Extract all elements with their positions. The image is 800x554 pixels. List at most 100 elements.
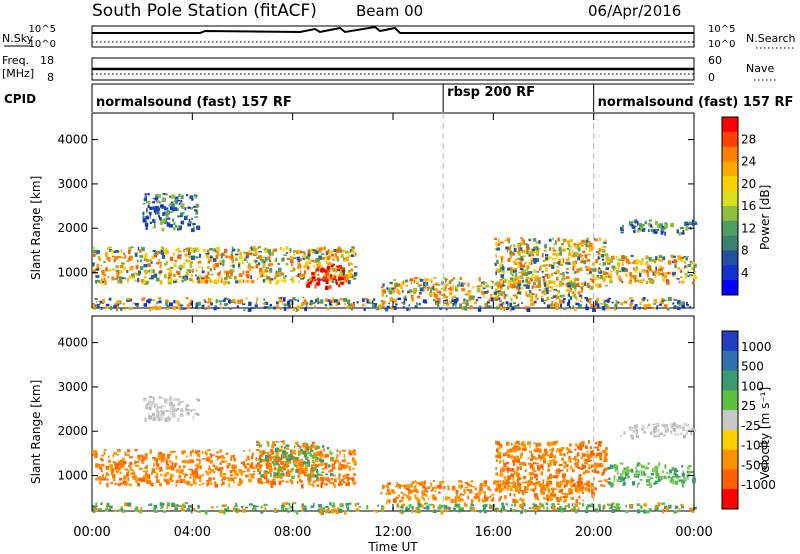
velocity-echo-cell — [109, 464, 113, 468]
power-echo-cell — [188, 278, 192, 281]
freq-tick-bottom: 8 — [47, 71, 54, 84]
power-echo-cell — [128, 275, 132, 279]
power-echo-cell — [419, 292, 422, 295]
power-echo-cell — [681, 280, 685, 284]
velocity-echo-cell — [182, 465, 186, 469]
velocity-echo-cell — [681, 506, 685, 509]
power-echo-cell — [191, 198, 194, 201]
power-echo-cell — [393, 305, 397, 310]
velocity-echo-cell — [500, 467, 505, 471]
power-echo-cell — [693, 274, 696, 278]
power-echo-cell — [500, 274, 504, 277]
velocity-echo-cell — [385, 502, 388, 505]
power-echo-cell — [652, 229, 655, 234]
power-echo-cell — [101, 278, 103, 281]
power-echo-cell — [341, 271, 344, 276]
velocity-echo-cell — [692, 428, 696, 432]
velocity-echo-cell — [97, 465, 100, 469]
power-echo-cell — [542, 276, 545, 278]
power-echo-cell — [262, 302, 267, 305]
power-echo-cell — [572, 263, 575, 268]
power-echo-cell — [510, 268, 515, 272]
velocity-echo-cell — [290, 449, 292, 452]
power-echo-cell — [530, 251, 534, 256]
power-echo-cell — [550, 297, 554, 300]
velocity-echo-cell — [299, 461, 303, 464]
velocity-echo-cell — [128, 465, 131, 467]
velocity-echo-cell — [551, 488, 555, 494]
power-echo-cell — [418, 302, 421, 306]
velocity-echo-cell — [539, 502, 541, 506]
power-echo-cell — [580, 296, 583, 299]
velocity-echo-cell — [595, 509, 600, 513]
velocity-echo-cell — [355, 508, 360, 512]
power-echo-cell — [209, 247, 213, 251]
power-echo-cell — [124, 306, 127, 310]
power-echo-cell — [515, 261, 520, 266]
velocity-echo-cell — [492, 504, 496, 508]
velocity-echo-cell — [523, 489, 526, 493]
power-echo-cell — [190, 269, 195, 272]
power-echo-cell — [545, 283, 550, 288]
power-echo-cell — [554, 240, 557, 245]
velocity-echo-cell — [681, 483, 684, 488]
xtick-label: 20:00 — [575, 525, 612, 540]
velocity-echo-cell — [633, 430, 635, 433]
power-echo-cell — [345, 251, 349, 254]
power-echo-cell — [532, 286, 537, 289]
power-echo-cell — [597, 256, 600, 260]
velocity-echo-cell — [678, 508, 681, 513]
velocity-echo-cell — [556, 448, 559, 452]
power-echo-cell — [326, 251, 328, 255]
velocity-echo-cell — [336, 454, 339, 457]
velocity-echo-cell — [450, 499, 452, 504]
power-echo-cell — [312, 249, 317, 251]
power-echo-cell — [139, 259, 143, 263]
power-echo-cell — [310, 280, 313, 283]
velocity-echo-cell — [590, 485, 593, 488]
power-echo-cell — [663, 274, 668, 279]
power-colorbar-swatch — [722, 176, 738, 192]
power-echo-cell — [381, 305, 385, 308]
velocity-echo-cell — [664, 476, 668, 480]
velocity-echo-cell — [570, 450, 573, 453]
power-echo-cell — [598, 270, 603, 274]
power-echo-cell — [280, 272, 284, 276]
freq-tick-top: 18 — [40, 54, 54, 67]
power-echo-cell — [679, 276, 683, 279]
velocity-echo-cell — [671, 480, 675, 485]
power-echo-cell — [179, 215, 183, 218]
power-echo-cell — [612, 268, 615, 272]
velocity-echo-cell — [509, 468, 512, 472]
power-echo-cell — [149, 269, 153, 274]
power-echo-cell — [311, 259, 315, 262]
velocity-echo-cell — [118, 509, 122, 512]
power-echo-cell — [316, 257, 320, 262]
velocity-echo-cell — [128, 502, 132, 506]
power-echo-cell — [178, 202, 181, 205]
power-echo-cell — [654, 273, 657, 278]
velocity-echo-cell — [258, 465, 262, 469]
velocity-echo-cell — [577, 488, 580, 494]
power-echo-cell — [496, 247, 501, 251]
power-echo-cell — [664, 223, 669, 228]
power-echo-cell — [592, 268, 597, 272]
power-echo-cell — [166, 304, 169, 309]
velocity-echo-cell — [175, 484, 178, 487]
power-echo-cell — [289, 255, 293, 260]
velocity-echo-cell — [116, 463, 120, 467]
velocity-echo-cell — [253, 470, 256, 473]
power-echo-cell — [679, 269, 683, 273]
power-echo-cell — [635, 261, 639, 265]
velocity-echo-cell — [346, 462, 351, 465]
velocity-echo-cell — [511, 468, 515, 472]
velocity-echo-cell — [344, 464, 349, 469]
velocity-echo-cell — [401, 503, 406, 507]
velocity-echo-cell — [327, 507, 330, 510]
nsky-frame — [91, 25, 695, 48]
power-echo-cell — [572, 266, 575, 271]
velocity-echo-cell — [312, 445, 316, 449]
power-echo-cell — [214, 305, 218, 309]
velocity-echo-cell — [307, 459, 310, 464]
velocity-echo-cell — [405, 488, 409, 490]
